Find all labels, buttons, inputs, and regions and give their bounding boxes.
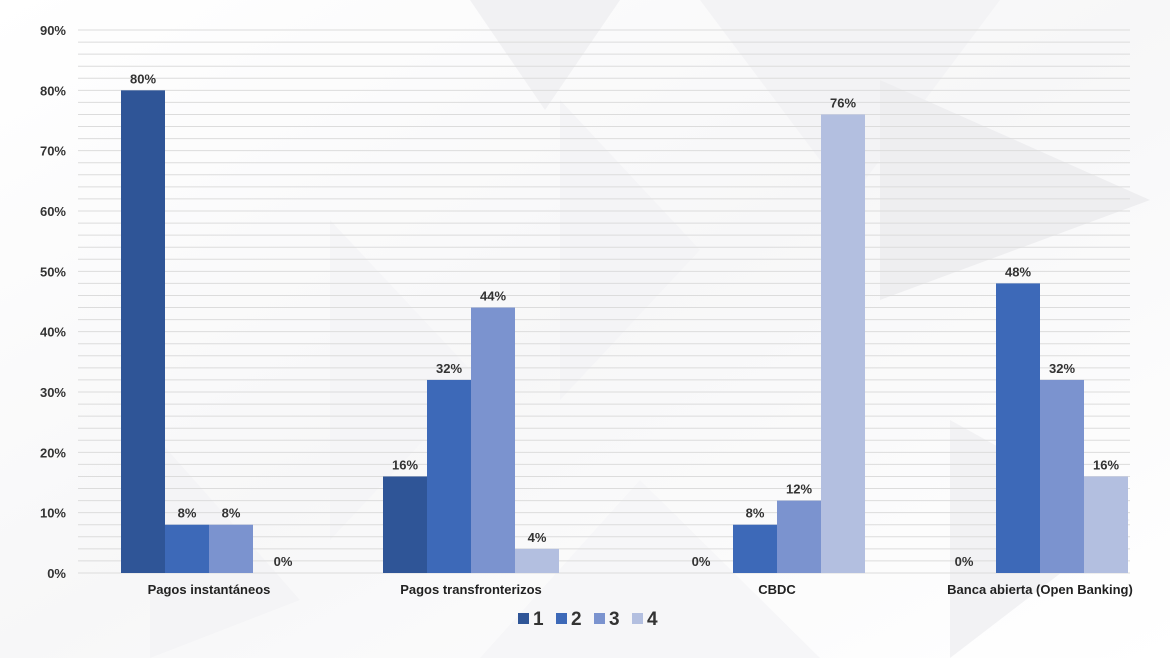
data-label: 4%: [528, 530, 547, 545]
y-tick-label: 50%: [40, 264, 66, 279]
legend-label-1: 1: [533, 609, 544, 630]
y-tick-label: 40%: [40, 325, 66, 340]
bar-3-series-3: [777, 500, 821, 573]
category-label: Pagos transfronterizos: [400, 582, 542, 597]
data-label: 32%: [1049, 361, 1075, 376]
y-tick-label: 20%: [40, 445, 66, 460]
y-tick-label: 0%: [47, 566, 66, 581]
data-label: 76%: [830, 95, 856, 110]
data-labels: 80% 8% 8% 0% 16% 32% 44% 4% 0% 8% 12% 76% 0% 48% 32% 16…: [130, 71, 1119, 569]
category-label: Pagos instantáneos: [148, 582, 271, 597]
bars: [121, 90, 1128, 573]
data-label: 48%: [1005, 264, 1031, 279]
data-label: 8%: [746, 506, 765, 521]
background-decoration: [150, 0, 1150, 658]
data-label: 16%: [1093, 457, 1119, 472]
data-label: 8%: [222, 506, 241, 521]
bar-2-series-4: [515, 548, 559, 573]
data-label: 16%: [392, 457, 418, 472]
data-label: 80%: [130, 71, 156, 86]
x-axis: Pagos instantáneos Pagos transfronterizos…: [148, 582, 1133, 597]
bar-4-series-3: [1040, 379, 1084, 573]
bar-4-series-4: [1084, 476, 1128, 573]
data-label: 0%: [955, 554, 974, 569]
grid-lines: [78, 29, 1130, 574]
bar-2-series-1: [383, 476, 427, 573]
data-label: 32%: [436, 361, 462, 376]
legend-swatch-1: [518, 613, 529, 624]
bar-3-series-4: [821, 114, 865, 573]
bar-4-series-2: [996, 283, 1040, 573]
bar-2-series-3: [471, 307, 515, 573]
y-tick-label: 10%: [40, 506, 66, 521]
category-label: CBDC: [758, 582, 796, 597]
legend-label-2: 2: [571, 609, 582, 630]
data-label: 44%: [480, 289, 506, 304]
data-label: 0%: [274, 554, 293, 569]
y-tick-label: 90%: [40, 23, 66, 38]
legend: 1 2 3 4: [518, 609, 658, 630]
bar-1-series-2: [165, 524, 209, 573]
bar-1-series-3: [209, 524, 253, 573]
data-label: 8%: [178, 506, 197, 521]
y-tick-label: 60%: [40, 204, 66, 219]
data-label: 0%: [692, 554, 711, 569]
bar-3-series-2: [733, 524, 777, 573]
y-tick-label: 70%: [40, 144, 66, 159]
legend-swatch-2: [556, 613, 567, 624]
legend-label-3: 3: [609, 609, 620, 630]
legend-swatch-3: [594, 613, 605, 624]
bar-2-series-2: [427, 379, 471, 573]
legend-label-4: 4: [647, 609, 658, 630]
bar-1-series-1: [121, 90, 165, 573]
y-axis: 0% 10% 20% 30% 40% 50% 60% 70% 80% 90%: [40, 23, 66, 581]
y-tick-label: 80%: [40, 83, 66, 98]
y-tick-label: 30%: [40, 385, 66, 400]
data-label: 12%: [786, 482, 812, 497]
category-label: Banca abierta (Open Banking): [947, 582, 1133, 597]
legend-swatch-4: [632, 613, 643, 624]
